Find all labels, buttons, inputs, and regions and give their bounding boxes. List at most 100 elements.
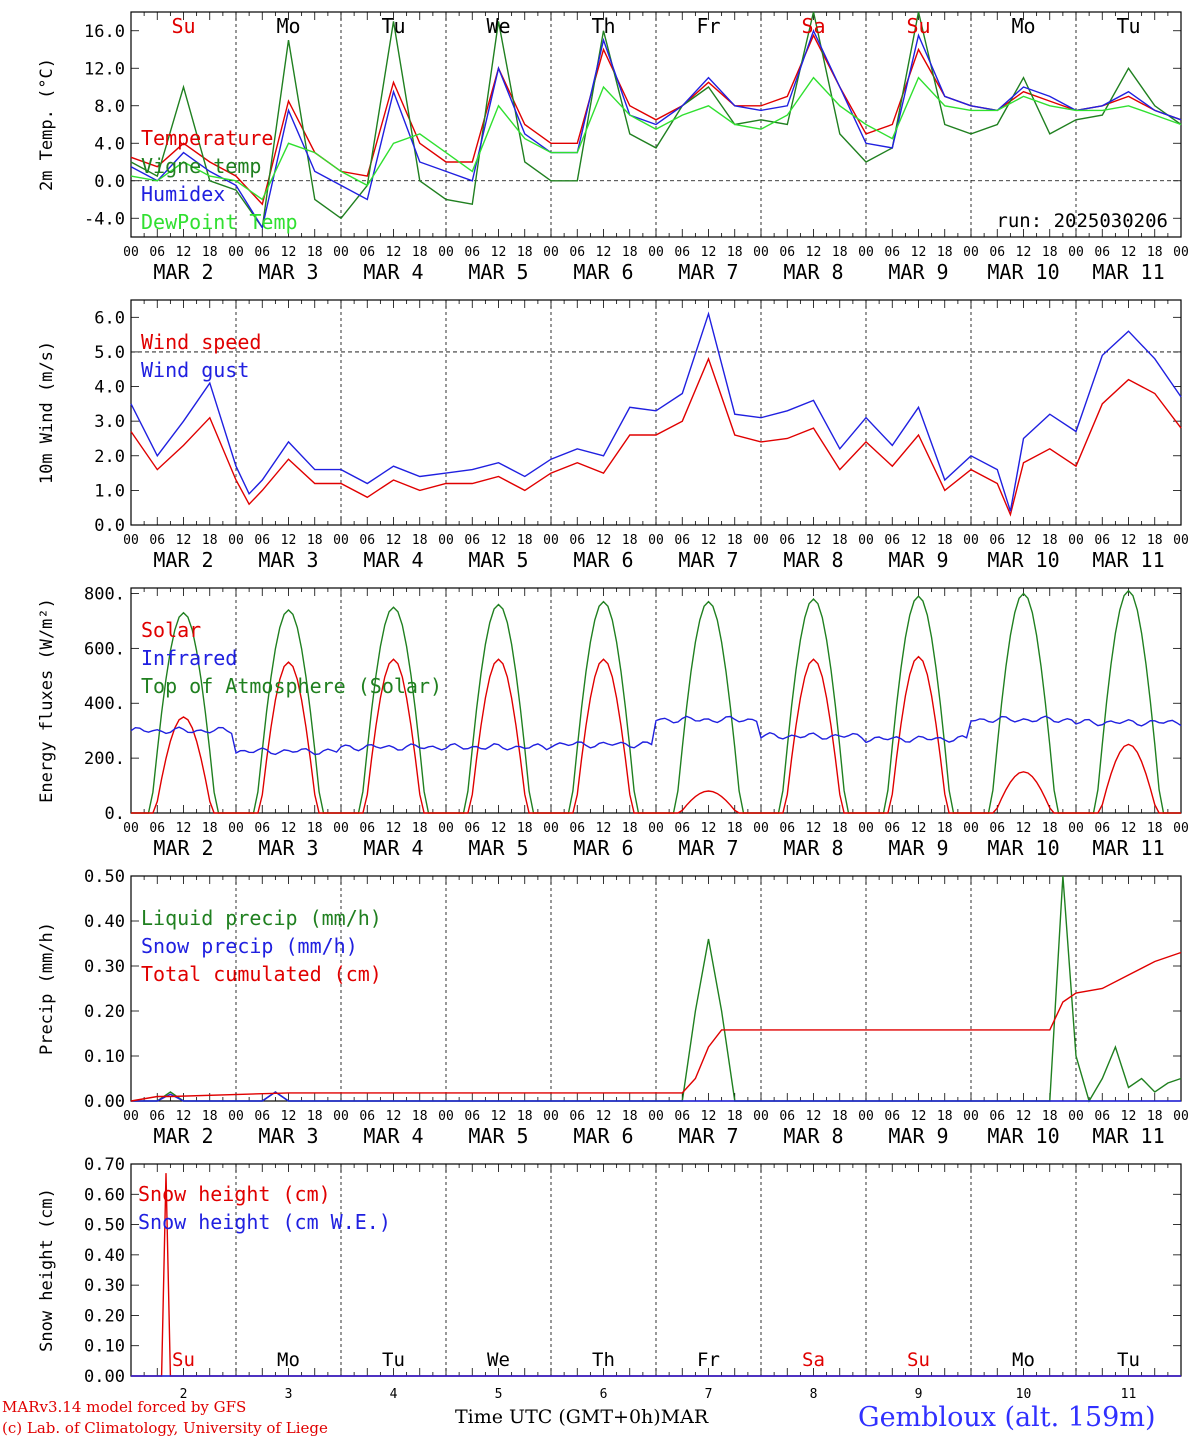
day-label: MAR 11 (1092, 1124, 1164, 1148)
hour-label: 00 (1173, 245, 1189, 260)
hour-label: 12 (596, 245, 612, 260)
weekday-bottom: Mo (277, 1349, 300, 1371)
hour-label: 18 (622, 533, 638, 548)
legend-entry: Vigne temp (141, 154, 261, 178)
time-axis-label: Time UTC (GMT+0h)MAR (455, 1406, 708, 1428)
y-tick-label: 0.10 (84, 1337, 125, 1357)
hour-label: 00 (1173, 1109, 1189, 1124)
hour-label: 12 (491, 1109, 507, 1124)
hour-label: 06 (359, 821, 375, 836)
day-label: MAR 10 (987, 836, 1059, 860)
hour-label: 00 (1173, 821, 1189, 836)
weekday-top: We (486, 14, 510, 38)
hour-label: 06 (884, 245, 900, 260)
hour-label: 12 (911, 1109, 927, 1124)
y-axis-label: Energy fluxes (W/m²) (37, 598, 57, 803)
y-axis-label: 10m Wind (m/s) (37, 341, 57, 484)
day-label: MAR 5 (468, 548, 528, 572)
series-dewpoint-temp (130, 76, 1182, 201)
hour-label: 00 (228, 821, 244, 836)
hour-label: 18 (727, 533, 743, 548)
hour-label: 00 (753, 245, 769, 260)
hour-label: 12 (1121, 533, 1137, 548)
hour-label: 06 (989, 533, 1005, 548)
legend-entry: Snow height (cm W.E.) (138, 1210, 391, 1234)
hour-label: 18 (832, 821, 848, 836)
hour-label: 18 (202, 1109, 218, 1124)
hour-label: 06 (149, 1109, 165, 1124)
day-label: MAR 6 (573, 836, 633, 860)
day-label: MAR 6 (573, 1124, 633, 1148)
day-label: MAR 3 (258, 1124, 318, 1148)
hour-label: 00 (333, 821, 349, 836)
y-tick-label: 5.0 (94, 343, 125, 363)
hour-label: 12 (176, 245, 192, 260)
hour-label: 18 (307, 1109, 323, 1124)
hour-label: 12 (911, 533, 927, 548)
day-number: 10 (1016, 1387, 1032, 1402)
day-number: 8 (810, 1387, 818, 1402)
hour-label: 12 (176, 533, 192, 548)
hour-label: 12 (701, 1109, 717, 1124)
series-total-cumulated-cm- (130, 951, 1182, 1102)
legend-entry: DewPoint Temp (141, 210, 298, 234)
hour-label: 12 (491, 245, 507, 260)
weekday-bottom: Sa (802, 1349, 825, 1371)
hour-label: 12 (386, 245, 402, 260)
panel-frame (130, 587, 1182, 814)
hour-label: 18 (727, 1109, 743, 1124)
hour-label: 06 (674, 821, 690, 836)
hour-label: 06 (569, 533, 585, 548)
hour-label: 06 (254, 1109, 270, 1124)
day-label: MAR 7 (678, 260, 738, 284)
hour-label: 06 (569, 245, 585, 260)
hour-label: 18 (937, 533, 953, 548)
hour-label: 00 (858, 1109, 874, 1124)
hour-label: 18 (412, 1109, 428, 1124)
day-label: MAR 4 (363, 548, 423, 572)
hour-label: 18 (517, 533, 533, 548)
day-label: MAR 10 (987, 548, 1059, 572)
legend-entry: Liquid precip (mm/h) (141, 906, 382, 930)
hour-label: 06 (149, 533, 165, 548)
hour-label: 06 (1094, 821, 1110, 836)
y-tick-label: 6.0 (94, 308, 125, 328)
hour-label: 00 (858, 821, 874, 836)
hour-label: 12 (1121, 245, 1137, 260)
y-tick-label: 0.60 (84, 1185, 125, 1205)
station-name: Gembloux (alt. 159m) (858, 1402, 1156, 1433)
hour-label: 06 (779, 821, 795, 836)
hour-label: 18 (1042, 533, 1058, 548)
hour-label: 06 (254, 245, 270, 260)
hour-label: 18 (1147, 245, 1163, 260)
hour-label: 06 (989, 1109, 1005, 1124)
y-tick-label: 0.20 (84, 1306, 125, 1326)
legend-entry: Temperature (141, 126, 273, 150)
y-tick-label: 0.20 (84, 1002, 125, 1022)
hour-label: 18 (517, 245, 533, 260)
hour-label: 06 (569, 1109, 585, 1124)
y-axis-label: 2m Temp. (°C) (37, 58, 57, 191)
hour-label: 00 (648, 1109, 664, 1124)
hour-label: 18 (1042, 245, 1058, 260)
y-tick-label: 0.0 (94, 516, 125, 536)
hour-label: 12 (701, 533, 717, 548)
hour-label: 06 (674, 533, 690, 548)
hour-label: 00 (753, 1109, 769, 1124)
day-label: MAR 6 (573, 260, 633, 284)
y-tick-label: 400. (84, 694, 125, 714)
hour-label: 12 (281, 245, 297, 260)
hour-label: 18 (832, 245, 848, 260)
hour-label: 12 (1016, 1109, 1032, 1124)
hour-label: 06 (569, 821, 585, 836)
y-tick-label: 0.0 (94, 172, 125, 192)
day-label: MAR 11 (1092, 548, 1164, 572)
day-label: MAR 9 (888, 1124, 948, 1148)
hour-label: 12 (176, 1109, 192, 1124)
y-tick-label: 0.40 (84, 912, 125, 932)
hour-label: 06 (1094, 533, 1110, 548)
hour-label: 18 (937, 821, 953, 836)
hour-label: 00 (543, 533, 559, 548)
hour-label: 06 (884, 533, 900, 548)
y-tick-label: 0.30 (84, 957, 125, 977)
